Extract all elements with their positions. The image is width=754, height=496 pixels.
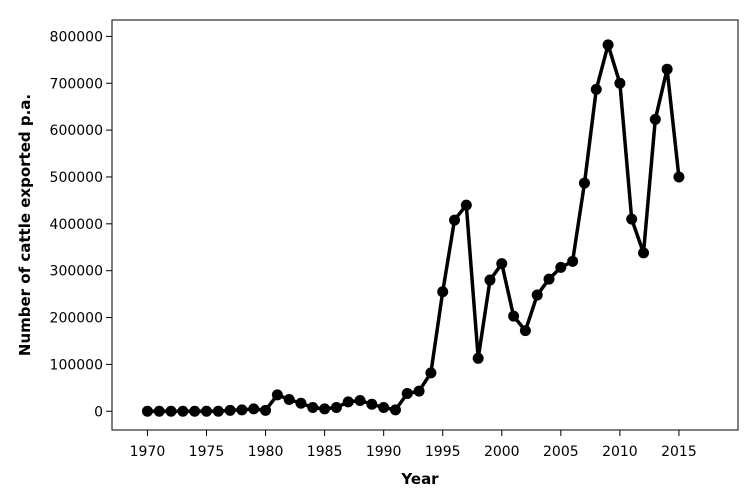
data-point	[330, 402, 342, 414]
data-point	[307, 402, 319, 414]
data-point	[189, 405, 201, 417]
data-point	[366, 398, 378, 410]
data-points	[141, 39, 685, 417]
x-axis: 1970 1975 1980 1985 1990 1995 2000 2005 2010 2015	[130, 430, 697, 460]
x-axis-title: Year	[400, 470, 439, 488]
y-tick-label: 500000	[50, 170, 103, 186]
data-point	[531, 289, 543, 301]
x-tick-label: 1990	[366, 444, 402, 460]
data-point	[153, 405, 165, 417]
data-point	[626, 213, 638, 225]
y-tick-label: 400000	[50, 217, 103, 233]
data-point	[555, 261, 567, 273]
x-tick-label: 1970	[130, 444, 166, 460]
data-point	[165, 405, 177, 417]
x-tick-label: 2005	[543, 444, 579, 460]
series-line	[147, 43, 681, 414]
data-point	[496, 258, 508, 270]
data-point	[519, 325, 531, 337]
y-tick-label: 600000	[50, 123, 103, 139]
y-tick-label: 0	[94, 404, 103, 420]
data-point	[389, 404, 401, 416]
data-point	[224, 404, 236, 416]
y-tick-label: 100000	[50, 357, 103, 373]
y-tick-label: 700000	[50, 76, 103, 92]
y-tick-label: 300000	[50, 264, 103, 280]
x-tick-label: 2015	[661, 444, 697, 460]
y-axis-title: Number of cattle exported p.a.	[16, 94, 34, 356]
x-tick-label: 2010	[602, 444, 638, 460]
data-point	[236, 404, 248, 416]
data-point	[673, 171, 685, 183]
data-point	[295, 397, 307, 409]
data-point	[449, 214, 461, 226]
data-point	[248, 403, 260, 415]
data-point	[578, 177, 590, 189]
data-point	[661, 63, 673, 75]
plot-frame	[111, 19, 739, 431]
data-point	[401, 387, 413, 399]
data-point	[378, 402, 390, 414]
x-tick-label: 1985	[307, 444, 343, 460]
data-point	[649, 113, 661, 125]
data-point	[437, 286, 449, 298]
data-point	[543, 273, 555, 285]
data-point	[260, 404, 272, 416]
data-point	[413, 385, 425, 397]
x-tick-label: 1975	[189, 444, 225, 460]
data-point	[472, 352, 484, 364]
data-point	[567, 255, 579, 267]
y-tick-label: 200000	[50, 311, 103, 327]
x-tick-label: 1995	[425, 444, 461, 460]
data-point	[271, 389, 283, 401]
data-point	[590, 83, 602, 95]
data-point	[425, 367, 437, 379]
x-tick-label: 2000	[484, 444, 520, 460]
data-point	[354, 394, 366, 406]
y-tick-label: 800000	[50, 29, 103, 45]
y-axis: 0 100000 200000 300000 400000 500000 600000 700…	[50, 29, 112, 420]
data-point	[484, 274, 496, 286]
data-point	[342, 396, 354, 408]
x-tick-label: 1980	[248, 444, 284, 460]
data-point	[283, 394, 295, 406]
data-point	[212, 405, 224, 417]
data-point	[141, 405, 153, 417]
data-point	[177, 405, 189, 417]
data-point	[319, 403, 331, 415]
data-point	[460, 199, 472, 211]
data-point	[638, 247, 650, 259]
data-point	[614, 77, 626, 89]
data-point	[508, 310, 520, 322]
data-point	[200, 405, 212, 417]
data-point	[602, 39, 614, 51]
